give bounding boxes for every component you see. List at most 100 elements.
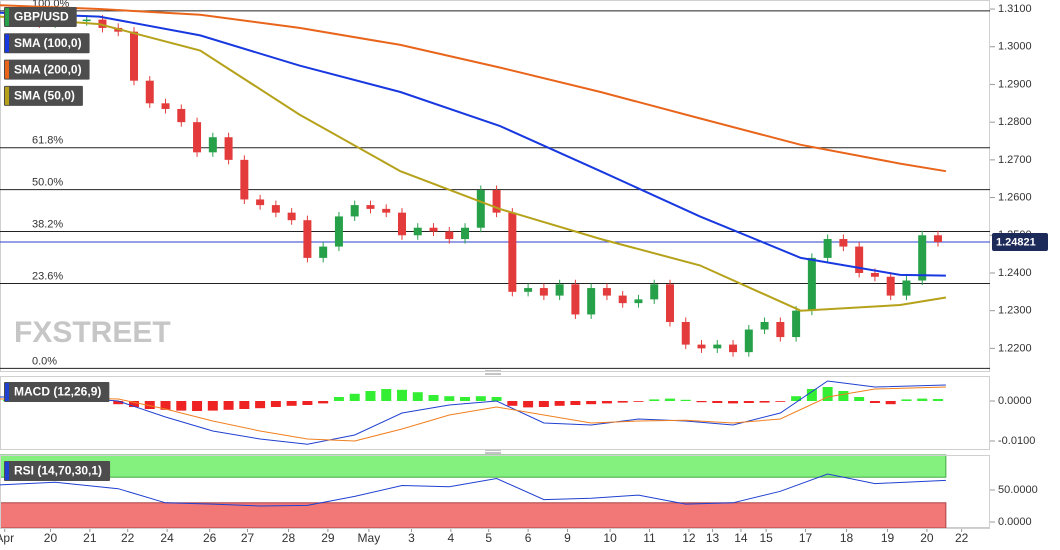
panel-grips [485, 370, 501, 454]
candle-body [571, 284, 580, 315]
candle-body [792, 310, 801, 338]
y-tick-label: 1.2800 [998, 116, 1032, 128]
candle-body [902, 280, 911, 296]
x-tick-label: 14 [734, 531, 748, 545]
candle-body [193, 122, 202, 153]
histogram-bar [869, 401, 880, 403]
histogram-bar [270, 401, 281, 407]
candle-body [650, 284, 659, 300]
macd-line [0, 380, 946, 445]
panel-frame [0, 376, 990, 450]
x-tick-label: 22 [955, 531, 969, 545]
histogram-bar [176, 401, 187, 411]
legend-label: RSI (14,70,30,1) [14, 464, 102, 478]
x-tick-label: 3 [408, 531, 415, 545]
histogram-bar [680, 399, 691, 401]
candle-body [429, 227, 438, 232]
macd-line [0, 386, 946, 442]
histogram-bar [538, 401, 549, 407]
histogram-bar [381, 389, 392, 401]
legend-entry: RSI (14,70,30,1) [4, 461, 111, 481]
x-tick-label: 20 [44, 531, 58, 545]
candle-body [587, 288, 596, 315]
histogram-bar [286, 401, 297, 406]
candle-body [382, 208, 391, 213]
last-price-tag: 1.24821 [992, 233, 1048, 252]
candle-body [161, 103, 170, 109]
histogram-bar [759, 401, 770, 403]
histogram-bar [491, 397, 502, 401]
histogram-bar [460, 397, 471, 401]
histogram-bar [633, 401, 644, 402]
y-tick-label: 1.3100 [998, 3, 1032, 15]
histogram-bar [838, 391, 849, 401]
x-tick-label: 21 [83, 531, 97, 545]
legend-swatch [5, 8, 9, 26]
histogram-bar [822, 387, 833, 401]
x-tick-label: 5 [485, 531, 492, 545]
overbought-band [0, 454, 947, 478]
histogram-bar [444, 396, 455, 401]
histogram-bar [113, 401, 124, 405]
candle-body [208, 137, 217, 153]
fib-label: 23.6% [32, 270, 63, 282]
histogram-bar [791, 396, 802, 401]
histogram-bar [554, 401, 565, 406]
histogram-bar [775, 401, 786, 402]
candle-body [366, 205, 375, 209]
legend-box [4, 59, 90, 80]
y-tick-label: 50.0000 [998, 484, 1038, 496]
legend-label: SMA (100,0) [14, 36, 82, 50]
candle-body [350, 205, 359, 217]
y-tick-label: 1.2700 [998, 154, 1032, 166]
histogram-bar [523, 401, 534, 408]
y-tick-label: 0.0000 [998, 516, 1032, 528]
legend-label: GBP/USD [14, 10, 69, 24]
candle-body [476, 190, 485, 228]
x-tick-label: 15 [759, 531, 773, 545]
candle-body [98, 19, 107, 28]
candle-body [744, 329, 753, 353]
candle-body [256, 199, 265, 206]
candle-body [839, 239, 848, 247]
legend-swatch [5, 86, 9, 105]
x-tick-label: 9 [564, 531, 571, 545]
y-tick-label: 1.2600 [998, 191, 1032, 203]
panel-frame [0, 0, 990, 372]
x-tick-label: 29 [321, 531, 335, 545]
histogram-bar [302, 401, 313, 405]
candle-body [224, 137, 233, 160]
sma-line [0, 11, 946, 277]
legend-label: SMA (200,0) [14, 62, 82, 76]
candle-body [177, 108, 186, 123]
y-tick-label: 1.2200 [998, 342, 1032, 354]
candle-body [634, 299, 643, 304]
histogram-bar [743, 401, 754, 403]
histogram-bar [696, 401, 707, 403]
fib-label: 0.0% [32, 355, 57, 367]
histogram-bar [144, 401, 155, 409]
y-tick-label: 0.0000 [998, 395, 1032, 407]
legend-swatch [5, 60, 9, 79]
histogram-bar [806, 389, 817, 401]
legend-swatch [5, 383, 9, 401]
histogram-bar [932, 399, 943, 401]
histogram-bar [160, 401, 171, 410]
legend-box [4, 382, 110, 402]
histogram-bar [664, 398, 675, 401]
histogram-bar [349, 393, 360, 401]
x-tick-label: May [358, 531, 381, 545]
fib-label: 100.0% [32, 0, 70, 10]
fib-label: 61.8% [32, 135, 63, 147]
candle-body [776, 321, 785, 338]
histogram-bar [570, 401, 581, 405]
legend-swatch [5, 462, 9, 480]
x-tick-label: 4 [448, 531, 455, 545]
candle-body [807, 257, 816, 311]
histogram-bar [917, 398, 928, 401]
histogram-bar [318, 401, 329, 404]
fib-label: 50.0% [32, 177, 63, 189]
histogram-bar [428, 395, 439, 401]
panel-frame [0, 455, 990, 529]
